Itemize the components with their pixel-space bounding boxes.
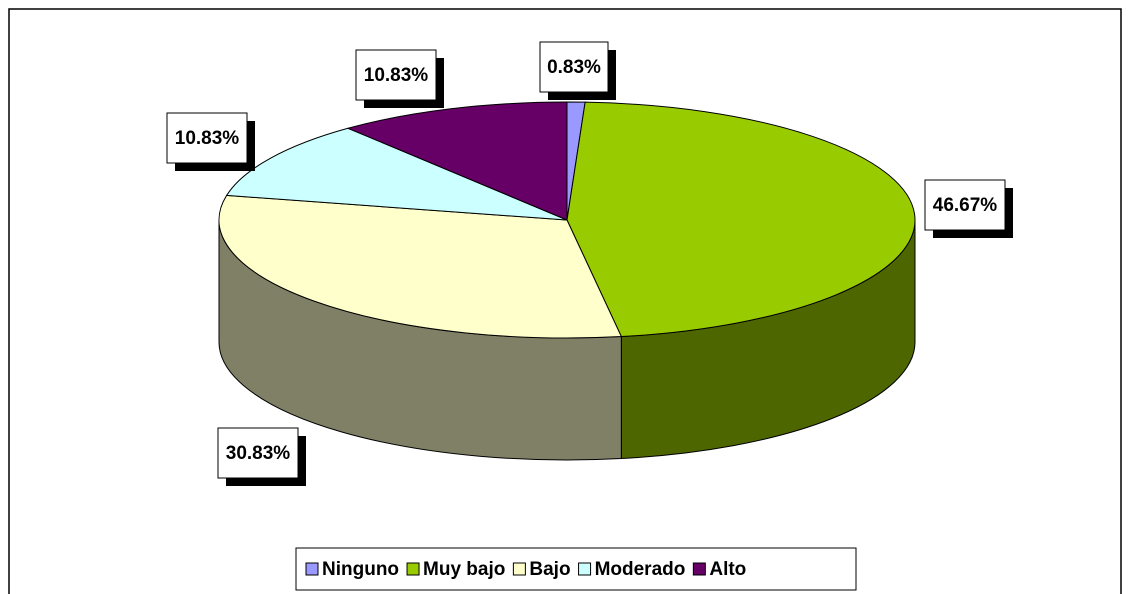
- label-box: [355, 49, 437, 101]
- data-label: 30.83%: [226, 443, 291, 464]
- slice: [566, 101, 916, 338]
- legend-label: Bajo: [529, 559, 570, 580]
- label-box: [217, 427, 299, 479]
- legend: Ninguno Muy bajo Bajo Moderado Alto: [305, 559, 746, 580]
- pie: [218, 101, 916, 461]
- legend-swatch: [512, 562, 526, 576]
- data-label: 10.83%: [175, 128, 240, 149]
- legend-box: [295, 547, 857, 591]
- legend-swatch: [692, 562, 706, 576]
- label-box: [924, 179, 1006, 231]
- label-box: [539, 41, 609, 93]
- data-label: 0.83%: [547, 57, 601, 78]
- slice: [218, 194, 623, 339]
- slice: [225, 127, 568, 221]
- data-labels: 0.83% 46.67% 30.83% 10.83% 10.83%: [166, 41, 1013, 486]
- legend-label: Moderado: [595, 559, 686, 580]
- data-label: 10.83%: [364, 65, 429, 86]
- chart-frame: [8, 8, 1122, 594]
- legend-label: Alto: [709, 559, 746, 580]
- legend-swatch: [406, 562, 420, 576]
- slice: [346, 101, 568, 221]
- legend-label: Ninguno: [322, 559, 399, 580]
- legend-swatch: [578, 562, 592, 576]
- data-label: 46.67%: [933, 195, 998, 216]
- legend-swatch: [305, 562, 319, 576]
- legend-label: Muy bajo: [423, 559, 505, 580]
- label-box: [166, 112, 248, 164]
